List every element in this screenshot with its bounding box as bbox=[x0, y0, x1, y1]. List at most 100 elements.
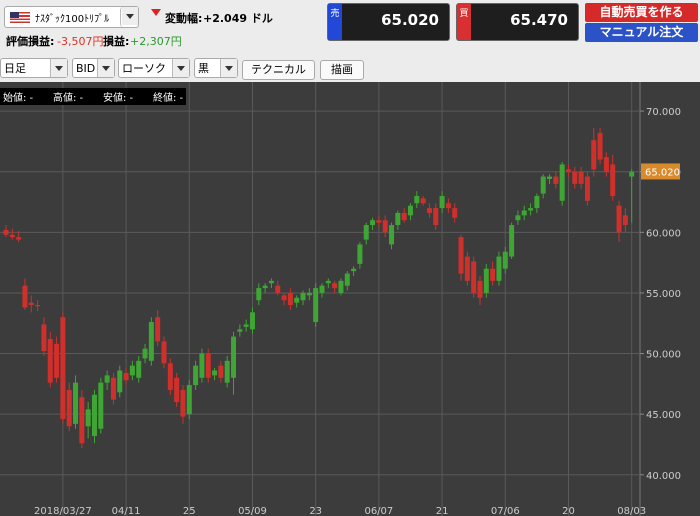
candle-body bbox=[610, 164, 616, 196]
candle-body bbox=[287, 292, 293, 306]
candle-body bbox=[262, 285, 268, 289]
chart-style-select[interactable]: ローソク bbox=[118, 58, 190, 78]
candle-body bbox=[553, 176, 559, 184]
candle-body bbox=[325, 280, 331, 284]
candle-body bbox=[439, 195, 445, 209]
auto-trade-button[interactable]: 自動売買を作る bbox=[585, 3, 698, 22]
candle-body bbox=[496, 256, 502, 281]
candle-body bbox=[622, 215, 628, 226]
candle-body bbox=[420, 198, 426, 204]
candle-body bbox=[237, 329, 243, 332]
candle-body bbox=[205, 353, 211, 378]
theme: 黒 bbox=[198, 62, 209, 75]
candle-body bbox=[565, 169, 571, 172]
candle-body bbox=[389, 225, 395, 245]
candle-body bbox=[395, 212, 401, 226]
manual-order-button[interactable]: マニュアル注文 bbox=[585, 23, 698, 42]
candle-body bbox=[54, 343, 60, 378]
candle-body bbox=[104, 375, 110, 383]
draw-button[interactable]: 描画 bbox=[320, 60, 364, 80]
price-type: BID bbox=[76, 62, 96, 75]
x-tick-label: 04/11 bbox=[112, 506, 141, 516]
x-tick-label: 23 bbox=[309, 506, 322, 516]
period: 日足 bbox=[4, 62, 26, 75]
chart-style: ローソク bbox=[122, 62, 166, 75]
candle-body bbox=[224, 360, 230, 383]
candle-body bbox=[199, 353, 205, 378]
change-label: 変動幅: bbox=[165, 12, 203, 25]
candle-body bbox=[319, 285, 325, 293]
candle-body bbox=[231, 336, 237, 378]
candle-body bbox=[161, 341, 167, 364]
candle-body bbox=[616, 205, 622, 233]
candle-body bbox=[458, 237, 464, 274]
candle-body bbox=[16, 237, 22, 240]
candle-body bbox=[136, 360, 142, 378]
candle-body bbox=[313, 288, 319, 323]
candle-body bbox=[193, 365, 199, 386]
candle-body bbox=[584, 176, 590, 201]
info-box bbox=[0, 88, 186, 105]
candle-body bbox=[98, 382, 104, 429]
candle-body bbox=[212, 370, 218, 376]
instrument-name: ﾅｽﾀﾞｯｸ100ﾄﾘﾌﾟﾙ bbox=[35, 14, 110, 25]
candle-body bbox=[300, 292, 306, 301]
candle-body bbox=[490, 268, 496, 281]
sell-box[interactable]: 売 65.020 bbox=[327, 3, 450, 41]
x-tick-label: 25 bbox=[183, 506, 196, 516]
candle-body bbox=[433, 208, 439, 226]
period-select[interactable]: 日足 bbox=[0, 58, 68, 78]
candle-body bbox=[370, 220, 376, 226]
candle-body bbox=[502, 251, 508, 269]
instrument-select[interactable]: ﾅｽﾀﾞｯｸ100ﾄﾘﾌﾟﾙ bbox=[4, 6, 139, 28]
eval-label: 評価損益: bbox=[6, 35, 55, 48]
pl-value: +2,307円 bbox=[130, 35, 182, 48]
info-item: 安値: - bbox=[103, 91, 134, 104]
y-tick-label: 50.000 bbox=[646, 350, 681, 361]
candle-body bbox=[452, 208, 458, 218]
candle-body bbox=[41, 324, 47, 352]
x-tick-label: 05/09 bbox=[238, 506, 267, 516]
candle-body bbox=[9, 234, 15, 238]
x-tick-label: 06/07 bbox=[364, 506, 393, 516]
candle-body bbox=[559, 164, 565, 201]
info-item: 終値: - bbox=[153, 91, 184, 104]
candle-body bbox=[35, 305, 41, 307]
candle-body bbox=[363, 225, 369, 240]
candle-body bbox=[91, 394, 97, 436]
candle-body bbox=[110, 377, 116, 400]
candle-body bbox=[174, 377, 180, 403]
x-tick-label: 07/06 bbox=[491, 506, 520, 516]
candle-body bbox=[521, 210, 527, 216]
candle-body bbox=[22, 285, 28, 308]
candle-body bbox=[528, 208, 534, 211]
y-tick-label: 55.000 bbox=[646, 289, 681, 300]
info-item: 高値: - bbox=[53, 91, 84, 104]
candle-body bbox=[591, 140, 597, 170]
candle-body bbox=[73, 382, 79, 424]
chart: 40.00045.00050.00055.00060.00065.00070.0… bbox=[0, 82, 700, 516]
price-tag-label: 65.020 bbox=[645, 167, 680, 178]
candle-body bbox=[167, 363, 173, 390]
buy-price: 65.470 bbox=[510, 11, 568, 29]
candle-body bbox=[3, 229, 9, 235]
candle-body bbox=[186, 385, 192, 415]
candle-body bbox=[426, 208, 432, 213]
x-tick-label: 20 bbox=[562, 506, 575, 516]
us-flag bbox=[10, 12, 30, 23]
buy-box[interactable]: 買 65.470 bbox=[456, 3, 579, 41]
candle-body bbox=[597, 132, 603, 160]
y-tick-label: 70.000 bbox=[646, 107, 681, 118]
candle-body bbox=[142, 348, 148, 359]
technical-button[interactable]: テクニカル bbox=[242, 60, 315, 80]
candle-body bbox=[256, 288, 262, 301]
theme-select[interactable]: 黒 bbox=[194, 58, 238, 78]
candle-body bbox=[483, 268, 489, 293]
price-type-select[interactable]: BID bbox=[72, 58, 115, 78]
candle-body bbox=[445, 203, 451, 209]
y-tick-label: 45.000 bbox=[646, 410, 681, 421]
x-tick-label: 21 bbox=[436, 506, 449, 516]
candle-body bbox=[155, 317, 161, 342]
candle-body bbox=[477, 280, 483, 298]
